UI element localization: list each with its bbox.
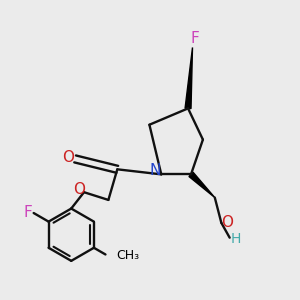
Text: F: F (24, 205, 33, 220)
Text: F: F (190, 31, 199, 46)
Polygon shape (185, 47, 193, 109)
Text: H: H (230, 232, 241, 246)
Polygon shape (189, 172, 215, 198)
Text: O: O (73, 182, 85, 197)
Text: O: O (62, 150, 74, 165)
Text: O: O (221, 215, 233, 230)
Text: N: N (150, 163, 161, 178)
Text: CH₃: CH₃ (116, 250, 139, 262)
